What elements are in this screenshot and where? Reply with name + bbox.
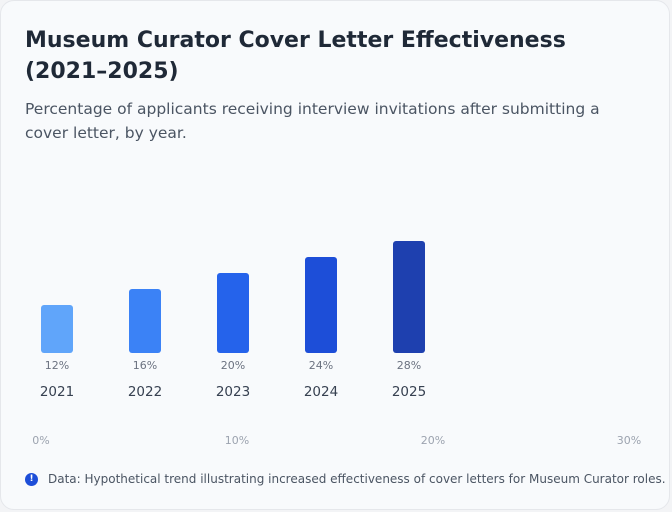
chart-title: Museum Curator Cover Letter Effectivenes… <box>25 28 566 84</box>
bar-2022 <box>129 289 161 353</box>
category-label-2023: 2023 <box>216 384 250 400</box>
value-label-2023: 20% <box>221 359 245 372</box>
value-label-2025: 28% <box>397 359 421 372</box>
axis-tick-label: 20% <box>421 434 445 447</box>
bar-2024 <box>305 257 337 353</box>
axis-tick-label: 30% <box>617 434 641 447</box>
value-label-2024: 24% <box>309 359 333 372</box>
info-icon: ! <box>25 472 38 486</box>
value-label-2021: 12% <box>45 359 69 372</box>
chart-subtitle: Percentage of applicants receiving inter… <box>25 100 600 142</box>
category-label-2024: 2024 <box>304 384 338 400</box>
category-label-2021: 2021 <box>40 384 74 400</box>
data-note: ! Data: Hypothetical trend illustrating … <box>25 472 666 486</box>
axis-tick-label: 10% <box>225 434 249 447</box>
bar-2021 <box>41 305 73 353</box>
axis-tick-label: 0% <box>32 434 49 447</box>
category-label-2022: 2022 <box>128 384 162 400</box>
bar-2023 <box>217 273 249 353</box>
value-label-2022: 16% <box>133 359 157 372</box>
data-note-text: Data: Hypothetical trend illustrating in… <box>48 472 666 486</box>
category-label-2025: 2025 <box>392 384 426 400</box>
bar-2025 <box>393 241 425 353</box>
bar-chart: 12% 2021 16% 2022 20% 2023 24% 2024 28% 2025 0% 10%… <box>32 241 641 447</box>
